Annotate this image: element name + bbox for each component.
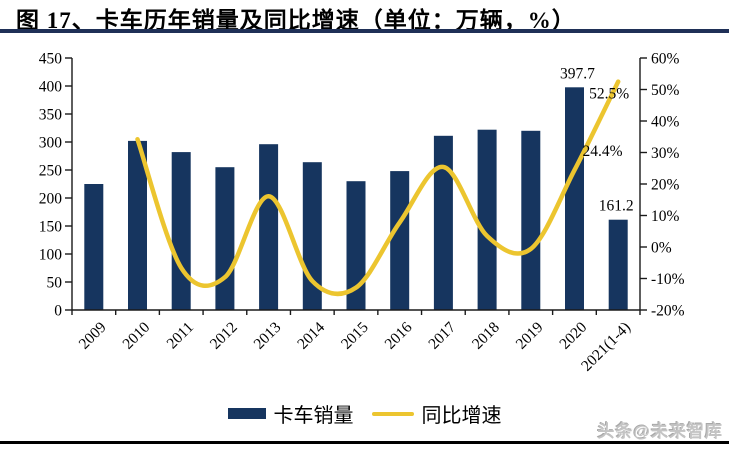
bar-2019 [521,130,541,310]
watermark: 头条@未来智库 [597,422,723,441]
left-tick-label: 150 [39,219,63,236]
left-tick-label: 450 [39,51,63,68]
category-label-2011: 2011 [164,319,198,353]
right-tick-label: 30% [651,145,680,162]
left-tick-label: 300 [39,135,63,152]
bar-2012 [215,167,235,310]
left-tick-label: 200 [39,191,63,208]
bar-series-label: 卡车销量 [273,405,354,427]
bar-2015 [346,181,366,310]
bar-2018 [477,129,497,310]
growth-line [135,79,621,297]
bar-2017 [433,135,453,310]
category-label-2010: 2010 [119,319,153,353]
category-axis: 2009 2010 2011 2012 2013 2014 2015 2016 2017 2018… [71,310,641,375]
category-label-2014: 2014 [294,319,328,353]
category-label-2016: 2016 [382,319,416,353]
right-tick-label: 60% [651,51,680,68]
category-label-2012: 2012 [207,319,241,353]
category-label-2017: 2017 [425,319,459,353]
left-tick-label: 100 [39,247,63,264]
right-tick-label: 20% [651,177,680,194]
bar-2016 [390,171,410,310]
bar-2010 [128,140,147,310]
figure-title: 图 17、卡车历年销量及同比增速（单位：万辆，%） [16,8,576,33]
legend-item-bar: 卡车销量 [227,399,354,428]
data-labels: 397.7 161.2 24.4% 52.5% [560,65,634,214]
right-tick-label: -20% [651,303,685,320]
category-label-2018: 2018 [469,319,503,353]
data-label-52.5%: 52.5% [589,86,629,103]
bar-series [84,87,628,310]
line-series-label: 同比增速 [421,405,502,427]
truck-sales-combo-chart: 0 50 100 150 200 250 300 350 400 450 -20% -10% 0% 10%… [39,51,685,375]
legend-item-line: 同比增速 [371,399,502,428]
bottom-divider [0,441,729,444]
right-tick-label: 0% [651,240,672,257]
chart-legend: 卡车销量 同比增速 [0,399,729,428]
left-tick-label: 400 [39,79,63,96]
category-label-2020: 2020 [556,319,590,353]
category-label-2013: 2013 [251,319,285,353]
left-tick-label: 50 [47,275,63,292]
data-label-397.7: 397.7 [560,65,595,82]
right-tick-label: 50% [651,82,680,99]
category-label-2009: 2009 [76,319,110,353]
data-label-24.4%: 24.4% [582,143,622,160]
line-series-swatch [371,411,414,416]
data-label-161.2: 161.2 [599,198,634,215]
category-label-2015: 2015 [338,319,372,353]
left-tick-label: 250 [39,163,63,180]
bar-series-swatch [227,408,266,419]
bar-2009 [84,184,104,310]
bar-2020 [565,87,584,310]
right-axis: -20% -10% 0% 10% 20% 30% 40% 50% 60% [640,51,685,320]
right-tick-label: 40% [651,114,680,131]
bar-2013 [259,144,279,310]
category-label-2019: 2019 [513,319,547,353]
left-tick-label: 350 [39,107,63,124]
title-divider [0,29,729,33]
left-tick-label: 0 [54,303,62,320]
bar-2011 [171,152,191,310]
right-tick-label: -10% [651,271,685,288]
left-axis: 0 50 100 150 200 250 300 350 400 450 [39,51,72,320]
bar-2021(1-4) [608,219,628,310]
right-tick-label: 10% [651,208,680,225]
